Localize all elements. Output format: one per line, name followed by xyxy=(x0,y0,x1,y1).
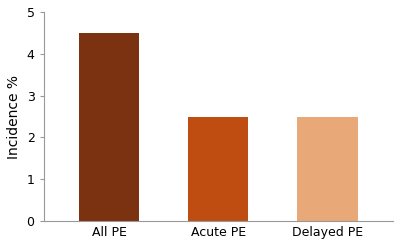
Bar xyxy=(79,33,139,221)
Y-axis label: Incidence %: Incidence % xyxy=(7,75,21,159)
Bar xyxy=(298,117,358,221)
Bar xyxy=(188,117,248,221)
